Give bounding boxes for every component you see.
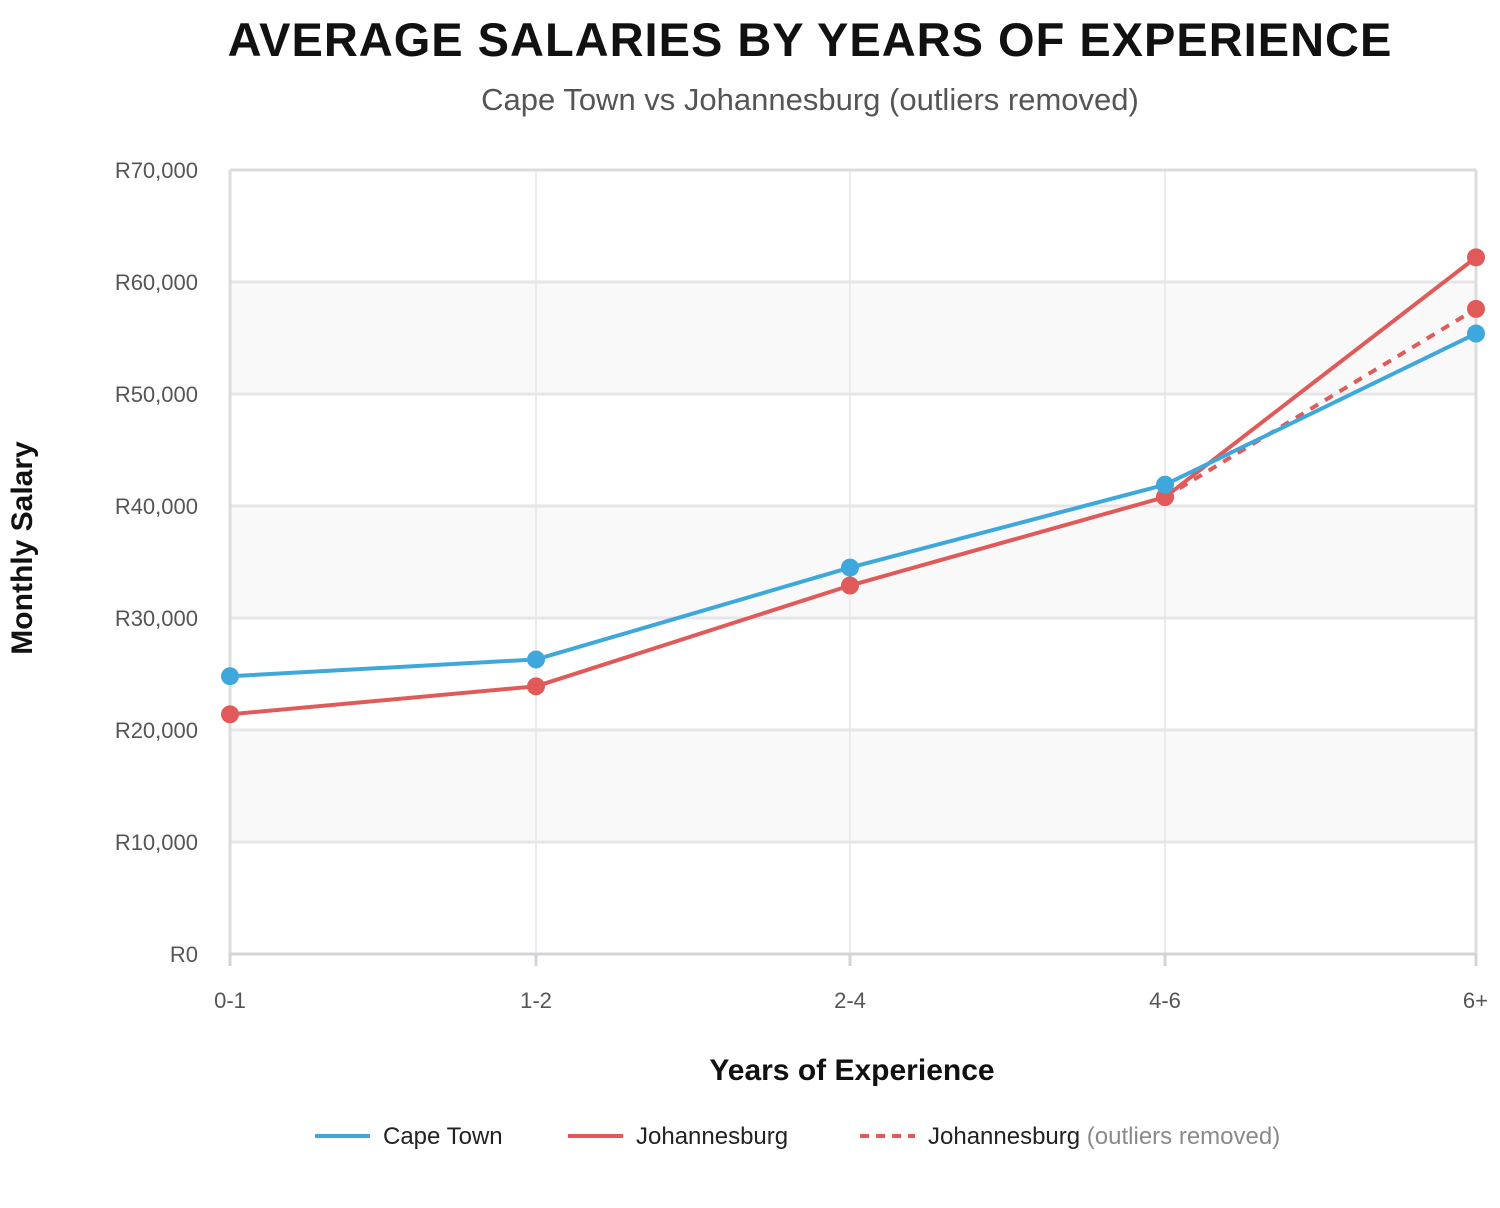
- x-tick-label: 6+: [1463, 988, 1488, 1013]
- chart-subtitle: Cape Town vs Johannesburg (outliers remo…: [481, 82, 1139, 117]
- y-tick-label: R30,000: [115, 606, 198, 631]
- data-point-series-1: [1467, 248, 1485, 267]
- y-tick-label: R50,000: [115, 382, 198, 407]
- y-tick-label: R20,000: [115, 718, 198, 743]
- data-point-series-2: [1467, 299, 1485, 318]
- y-tick-label: R40,000: [115, 494, 198, 519]
- data-point-series-0: [221, 667, 239, 686]
- x-tick-label: 0-1: [214, 988, 246, 1013]
- x-axis-title: Years of Experience: [709, 1054, 994, 1087]
- y-tick-label: R0: [170, 942, 198, 967]
- series-points: [221, 248, 1485, 724]
- data-point-series-1: [841, 576, 859, 595]
- data-point-series-0: [1467, 324, 1485, 343]
- data-point-series-0: [1156, 475, 1174, 494]
- y-tick-label: R10,000: [115, 830, 198, 855]
- legend-label-1: Johannesburg: [636, 1123, 788, 1150]
- horizontal-gridlines: [230, 280, 1476, 844]
- y-axis-ticks: R0 R10,000 R20,000 R30,000 R40,000 R50,000 R60…: [115, 158, 198, 967]
- x-tick-label: 2-4: [834, 988, 866, 1013]
- data-point-series-0: [841, 558, 859, 577]
- y-tick-label: R70,000: [115, 158, 198, 183]
- plot-frame: [228, 168, 1478, 956]
- chart-title: AVERAGE SALARIES BY YEARS OF EXPERIENCE: [228, 13, 1393, 66]
- plot-band: [230, 730, 1476, 842]
- x-axis-ticks: 0-1 1-2 2-4 4-6 6+: [214, 954, 1488, 1013]
- plot-band: [230, 282, 1476, 394]
- x-tick-label: 1-2: [520, 988, 552, 1013]
- data-point-series-2: [1156, 488, 1174, 507]
- data-point-series-1: [527, 677, 545, 696]
- data-point-series-1: [221, 705, 239, 724]
- y-axis-title: Monthly Salary: [6, 441, 39, 655]
- data-point-series-0: [527, 650, 545, 669]
- legend-note: (outliers removed): [1080, 1123, 1280, 1150]
- x-tick-label: 4-6: [1149, 988, 1181, 1013]
- legend-label-0: Cape Town: [383, 1123, 503, 1150]
- legend: Cape Town Johannesburg Johannesburg (outli…: [315, 1123, 1280, 1150]
- legend-label-2: Johannesburg (outliers removed): [928, 1123, 1280, 1150]
- y-tick-label: R60,000: [115, 270, 198, 295]
